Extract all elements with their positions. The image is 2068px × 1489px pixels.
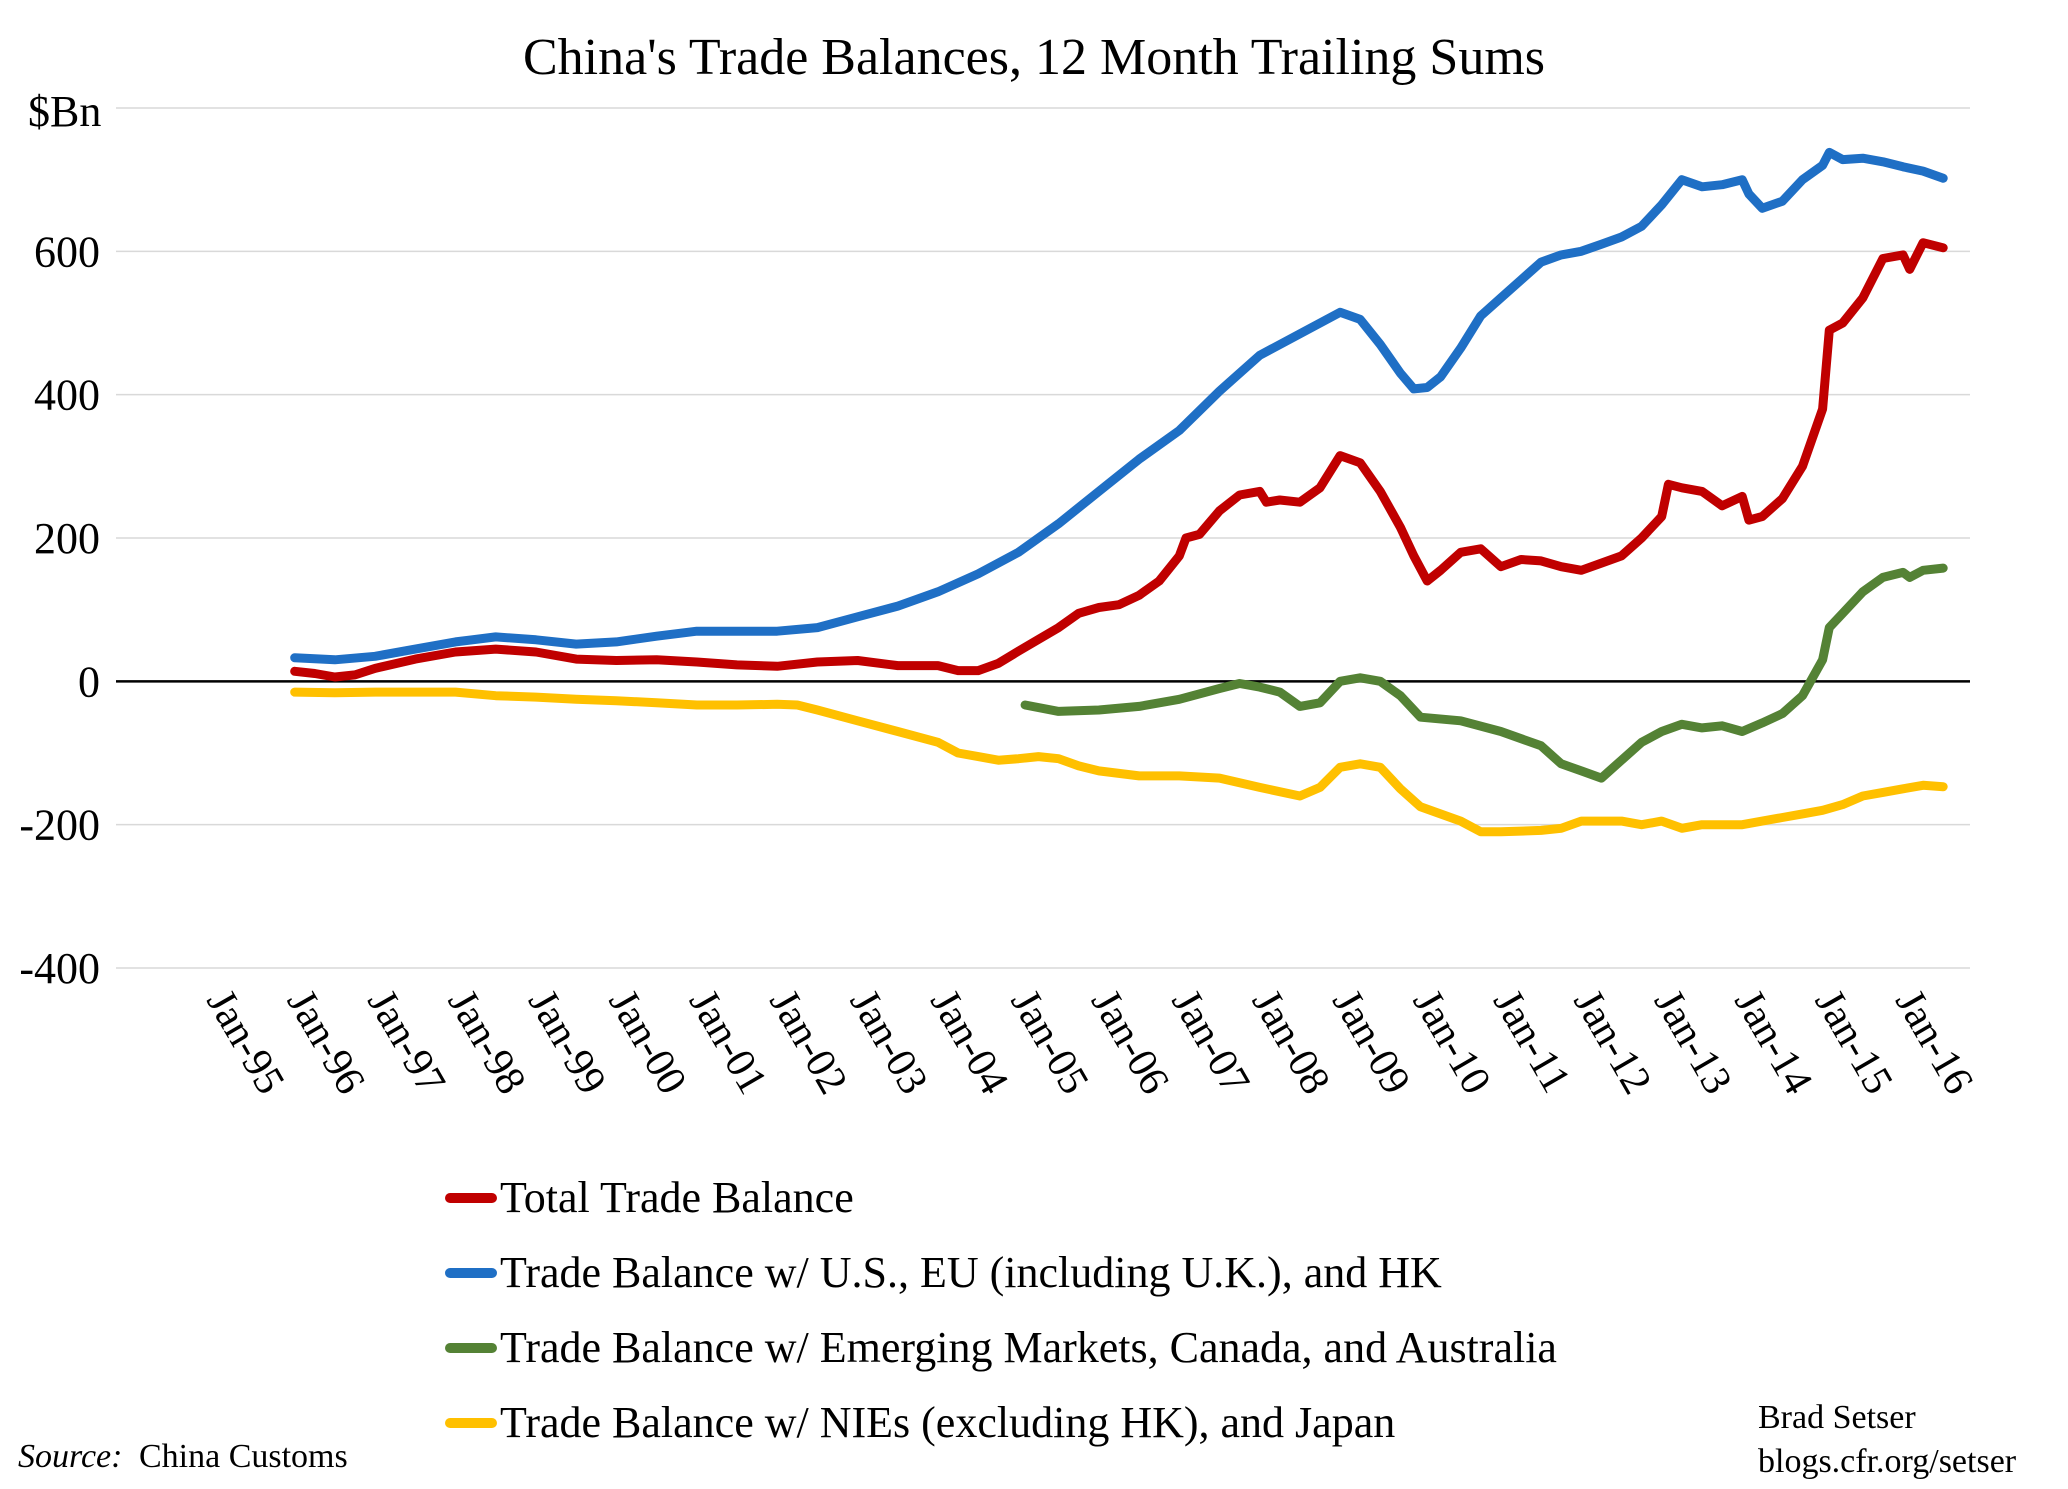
series-line-1 bbox=[290, 238, 1948, 682]
y-axis-ticks: -400 -200 0 200 400 600 bbox=[19, 227, 100, 993]
x-tick-label: Jan-99 bbox=[519, 982, 615, 1102]
x-tick-label: Jan-10 bbox=[1404, 982, 1500, 1102]
x-tick-label: Jan-08 bbox=[1243, 982, 1339, 1102]
x-tick-label: Jan-06 bbox=[1082, 982, 1178, 1102]
x-tick-label: Jan-96 bbox=[278, 982, 374, 1102]
series-line-2 bbox=[290, 147, 1948, 665]
x-tick-label: Jan-12 bbox=[1564, 982, 1660, 1102]
y-tick-label: -400 bbox=[19, 944, 100, 993]
chart-title: China's Trade Balances, 12 Month Trailin… bbox=[523, 29, 1545, 86]
x-tick-label: Jan-13 bbox=[1645, 982, 1741, 1102]
x-tick-label: Jan-07 bbox=[1162, 982, 1258, 1102]
credit-author: Brad Setser bbox=[1758, 1399, 1916, 1436]
source-note: Source: China Customs bbox=[18, 1438, 348, 1475]
legend: Total Trade Balance Trade Balance w/ U.S.… bbox=[445, 1173, 1557, 1447]
legend-label-3: Trade Balance w/ Emerging Markets, Canad… bbox=[500, 1323, 1557, 1372]
source-value: China Customs bbox=[139, 1438, 348, 1475]
x-tick-label: Jan-05 bbox=[1001, 982, 1097, 1102]
legend-label-2: Trade Balance w/ U.S., EU (including U.K… bbox=[500, 1248, 1442, 1297]
x-tick-label: Jan-98 bbox=[439, 982, 535, 1102]
x-tick-label: Jan-03 bbox=[841, 982, 937, 1102]
y-axis-label: $Bn bbox=[28, 87, 101, 136]
series-line-3 bbox=[1020, 563, 1948, 783]
series-lines bbox=[290, 147, 1948, 837]
x-tick-label: Jan-01 bbox=[680, 982, 776, 1102]
source-label: Source: bbox=[18, 1438, 122, 1475]
grid-lines bbox=[116, 107, 1970, 969]
y-tick-label: -200 bbox=[19, 801, 100, 850]
x-tick-label: Jan-97 bbox=[358, 982, 454, 1102]
series-line-4 bbox=[290, 687, 1948, 837]
y-tick-label: 200 bbox=[34, 514, 100, 563]
credit-url: blogs.cfr.org/setser bbox=[1758, 1443, 2017, 1480]
x-tick-label: Jan-16 bbox=[1886, 982, 1982, 1102]
x-axis-ticks: Jan-95Jan-96Jan-97Jan-98Jan-99Jan-00Jan-… bbox=[197, 982, 1982, 1102]
x-tick-label: Jan-02 bbox=[760, 982, 856, 1102]
x-tick-label: Jan-09 bbox=[1323, 982, 1419, 1102]
x-tick-label: Jan-04 bbox=[921, 982, 1017, 1102]
legend-label-4: Trade Balance w/ NIEs (excluding HK), an… bbox=[500, 1398, 1395, 1447]
y-tick-label: 0 bbox=[78, 657, 100, 706]
legend-label-1: Total Trade Balance bbox=[500, 1173, 854, 1222]
y-tick-label: 400 bbox=[34, 371, 100, 420]
x-tick-label: Jan-14 bbox=[1725, 982, 1821, 1102]
x-tick-label: Jan-00 bbox=[599, 982, 695, 1102]
x-tick-label: Jan-15 bbox=[1806, 982, 1902, 1102]
x-tick-label: Jan-95 bbox=[197, 982, 293, 1102]
y-tick-label: 600 bbox=[34, 227, 100, 276]
x-tick-label: Jan-11 bbox=[1484, 982, 1579, 1101]
